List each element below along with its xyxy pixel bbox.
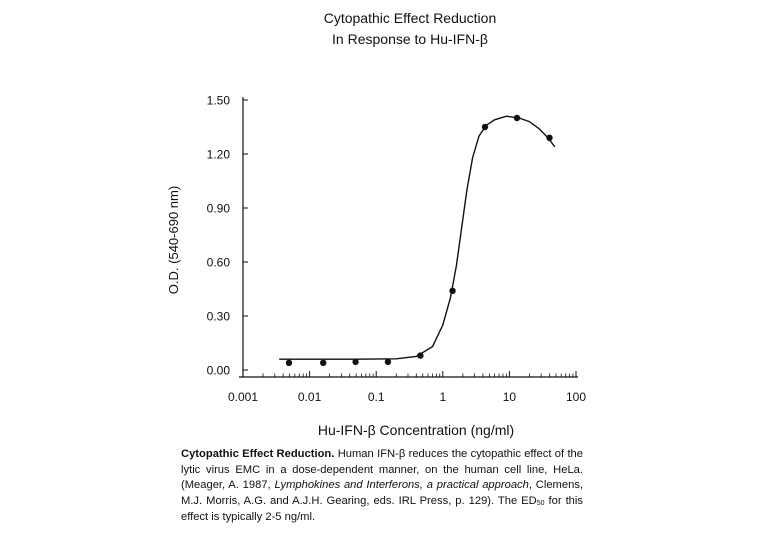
cytopathic-effect-chart: 0.00 0.30 0.60 0.90 1.20 1.50 0.001 0.01 0.1 1 10 1… (166, 94, 586, 439)
caption-bold-lead: Cytopathic Effect Reduction. (181, 448, 335, 460)
caption-text-1: Human IFN-β reduces the cytopathic effec… (181, 448, 584, 492)
data-point (417, 352, 424, 359)
x-tick-label: 1 (439, 390, 446, 404)
chart-title-line-1: Cytopathic Effect Reduction (323, 10, 497, 26)
y-tick-label: 0.30 (207, 310, 231, 324)
caption-italic-reference: Lymphokines and Interferons, a practical… (274, 479, 529, 492)
y-axis-label: O.D. (540-690 nm) (166, 186, 181, 294)
data-point (285, 359, 293, 366)
data-point (546, 134, 553, 141)
caption-text-2: , Clemens, M.J. Morris, A.G. and A.J.H. … (181, 479, 584, 508)
x-tick-label: 0.001 (228, 390, 258, 404)
caption-ed-subscript: 50 (536, 500, 545, 508)
x-tick-label: 0.1 (368, 390, 385, 404)
fit-curve (279, 115, 556, 360)
caption-text-3: for this effect is typically 2-5 ng/ml. (181, 495, 583, 523)
data-point (481, 123, 489, 131)
data-point (384, 358, 392, 366)
x-tick-label: 100 (566, 390, 586, 404)
y-tick-label: 0.60 (207, 256, 231, 270)
data-point (352, 358, 359, 366)
data-point (513, 114, 521, 122)
y-tick-label: 0.90 (207, 202, 231, 216)
x-tick-label: 10 (503, 390, 517, 404)
x-tick-label: 0.01 (298, 390, 322, 404)
data-point (319, 359, 327, 366)
data-point (449, 287, 456, 294)
x-axis-label: Hu-IFN-β Concentration (ng/ml) (318, 422, 514, 438)
y-tick-label: 1.50 (207, 94, 231, 108)
y-tick-label: 1.20 (207, 148, 231, 162)
y-tick-label: 0.00 (207, 364, 231, 378)
chart-title-line-2: In Response to Hu-IFN-β (332, 31, 488, 47)
figure-caption: Cytopathic Effect Reduction. Human IFN-β… (181, 447, 583, 526)
